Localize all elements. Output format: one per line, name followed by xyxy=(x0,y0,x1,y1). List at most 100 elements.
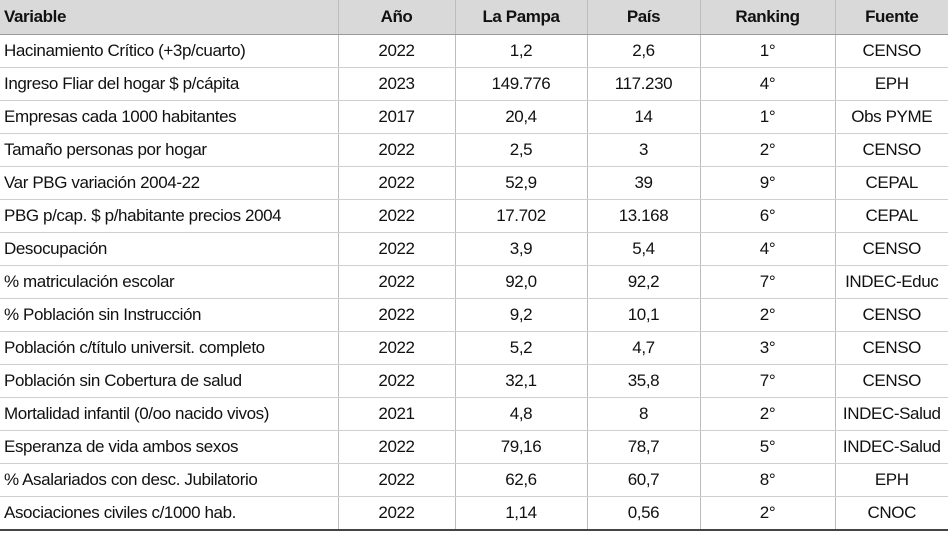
table-cell: 60,7 xyxy=(586,463,700,497)
table-cell: 32,1 xyxy=(454,364,587,398)
table-row: Esperanza de vida ambos sexos 2022 79,16 78… xyxy=(0,430,948,464)
table-cell: 9,2 xyxy=(454,298,587,332)
table-row: Población c/título universit. completo 20… xyxy=(0,331,948,365)
table-cell: Empresas cada 1000 habitantes xyxy=(0,100,338,134)
table-cell: CEPAL xyxy=(834,166,948,200)
table-cell: 52,9 xyxy=(454,166,587,200)
table-cell: 4,7 xyxy=(586,331,700,365)
table-cell: 4° xyxy=(699,67,835,101)
table-row: Ingreso Fliar del hogar $ p/cápita 2023 14… xyxy=(0,67,948,101)
table-cell: 6° xyxy=(699,199,835,233)
header-cell: Ranking xyxy=(699,0,835,35)
table-cell: 14 xyxy=(586,100,700,134)
table-cell: Desocupación xyxy=(0,232,338,266)
table-cell: Mortalidad infantil (0/oo nacido vivos) xyxy=(0,397,338,431)
table-cell: 9° xyxy=(699,166,835,200)
table-cell: CENSO xyxy=(834,331,948,365)
table-cell: 2022 xyxy=(337,496,455,531)
table-cell: 17.702 xyxy=(454,199,587,233)
table-cell: 20,4 xyxy=(454,100,587,134)
header-cell: Variable xyxy=(0,0,338,35)
table-cell: 2,5 xyxy=(454,133,587,167)
table-cell: 2022 xyxy=(337,199,455,233)
table-row: PBG p/cap. $ p/habitante precios 2004 202… xyxy=(0,199,948,233)
table-cell: % Asalariados con desc. Jubilatorio xyxy=(0,463,338,497)
table-cell: 35,8 xyxy=(586,364,700,398)
table-cell: 1,14 xyxy=(454,496,587,531)
table-cell: 2022 xyxy=(337,232,455,266)
table-row: Empresas cada 1000 habitantes 2017 20,4 14 1… xyxy=(0,100,948,134)
table-cell: 8° xyxy=(699,463,835,497)
header-cell: La Pampa xyxy=(454,0,587,35)
table-cell: EPH xyxy=(834,463,948,497)
table-cell: CENSO xyxy=(834,34,948,68)
table-cell: CNOC xyxy=(834,496,948,531)
table-cell: 4° xyxy=(699,232,835,266)
table-cell: Asociaciones civiles c/1000 hab. xyxy=(0,496,338,531)
table-body: Hacinamiento Crítico (+3p/cuarto) 2022 1,2… xyxy=(0,34,948,531)
table-cell: 2° xyxy=(699,496,835,531)
table-row: Tamaño personas por hogar 2022 2,5 3 2° CENSO xyxy=(0,133,948,167)
table-cell: 2022 xyxy=(337,34,455,68)
table-cell: 2° xyxy=(699,298,835,332)
table-cell: 2023 xyxy=(337,67,455,101)
table-row: Var PBG variación 2004-22 2022 52,9 39 9° CEP… xyxy=(0,166,948,200)
table-cell: INDEC-Salud xyxy=(834,430,948,464)
table-cell: 1° xyxy=(699,100,835,134)
table-cell: 7° xyxy=(699,364,835,398)
table-cell: Obs PYME xyxy=(834,100,948,134)
table-row: Mortalidad infantil (0/oo nacido vivos) 2… xyxy=(0,397,948,431)
table-cell: 1,2 xyxy=(454,34,587,68)
table-header: Variable Año La Pampa País Ranking Fuente xyxy=(0,0,948,35)
header-row: Variable Año La Pampa País Ranking Fuente xyxy=(0,0,948,35)
table-row: % Asalariados con desc. Jubilatorio 2022 6… xyxy=(0,463,948,497)
table-cell: 3° xyxy=(699,331,835,365)
table-cell: 3,9 xyxy=(454,232,587,266)
table-cell: 0,56 xyxy=(586,496,700,531)
table-cell: 2022 xyxy=(337,133,455,167)
table-cell: 8 xyxy=(586,397,700,431)
table-cell: INDEC-Salud xyxy=(834,397,948,431)
header-cell: Año xyxy=(337,0,455,35)
table-cell: 78,7 xyxy=(586,430,700,464)
table-cell: CENSO xyxy=(834,133,948,167)
table-row: Hacinamiento Crítico (+3p/cuarto) 2022 1,2… xyxy=(0,34,948,68)
table-cell: 2022 xyxy=(337,463,455,497)
header-cell: Fuente xyxy=(834,0,948,35)
table-cell: % Población sin Instrucción xyxy=(0,298,338,332)
table-cell: 13.168 xyxy=(586,199,700,233)
table-cell: 2022 xyxy=(337,265,455,299)
table-cell: 2° xyxy=(699,133,835,167)
table-row: Desocupación 2022 3,9 5,4 4° CENSO xyxy=(0,232,948,266)
table-cell: 7° xyxy=(699,265,835,299)
table-cell: Var PBG variación 2004-22 xyxy=(0,166,338,200)
header-cell: País xyxy=(586,0,700,35)
table-cell: 5,2 xyxy=(454,331,587,365)
table-row: % Población sin Instrucción 2022 9,2 10,1 2°… xyxy=(0,298,948,332)
table-cell: Hacinamiento Crítico (+3p/cuarto) xyxy=(0,34,338,68)
table-cell: 2022 xyxy=(337,331,455,365)
table-cell: CENSO xyxy=(834,298,948,332)
table-cell: INDEC-Educ xyxy=(834,265,948,299)
table-cell: Población sin Cobertura de salud xyxy=(0,364,338,398)
table-cell: 3 xyxy=(586,133,700,167)
table-cell: 62,6 xyxy=(454,463,587,497)
table-cell: 10,1 xyxy=(586,298,700,332)
table-cell: 2022 xyxy=(337,166,455,200)
table-cell: 92,0 xyxy=(454,265,587,299)
table-cell: 5° xyxy=(699,430,835,464)
table-cell: 2022 xyxy=(337,298,455,332)
table-cell: 2° xyxy=(699,397,835,431)
table-cell: CENSO xyxy=(834,232,948,266)
table-cell: 2021 xyxy=(337,397,455,431)
table-cell: Ingreso Fliar del hogar $ p/cápita xyxy=(0,67,338,101)
table-cell: 92,2 xyxy=(586,265,700,299)
table-row: Población sin Cobertura de salud 2022 32,1… xyxy=(0,364,948,398)
table-cell: 4,8 xyxy=(454,397,587,431)
table-cell: 2017 xyxy=(337,100,455,134)
table-cell: 39 xyxy=(586,166,700,200)
table-cell: 2022 xyxy=(337,364,455,398)
table-cell: % matriculación escolar xyxy=(0,265,338,299)
